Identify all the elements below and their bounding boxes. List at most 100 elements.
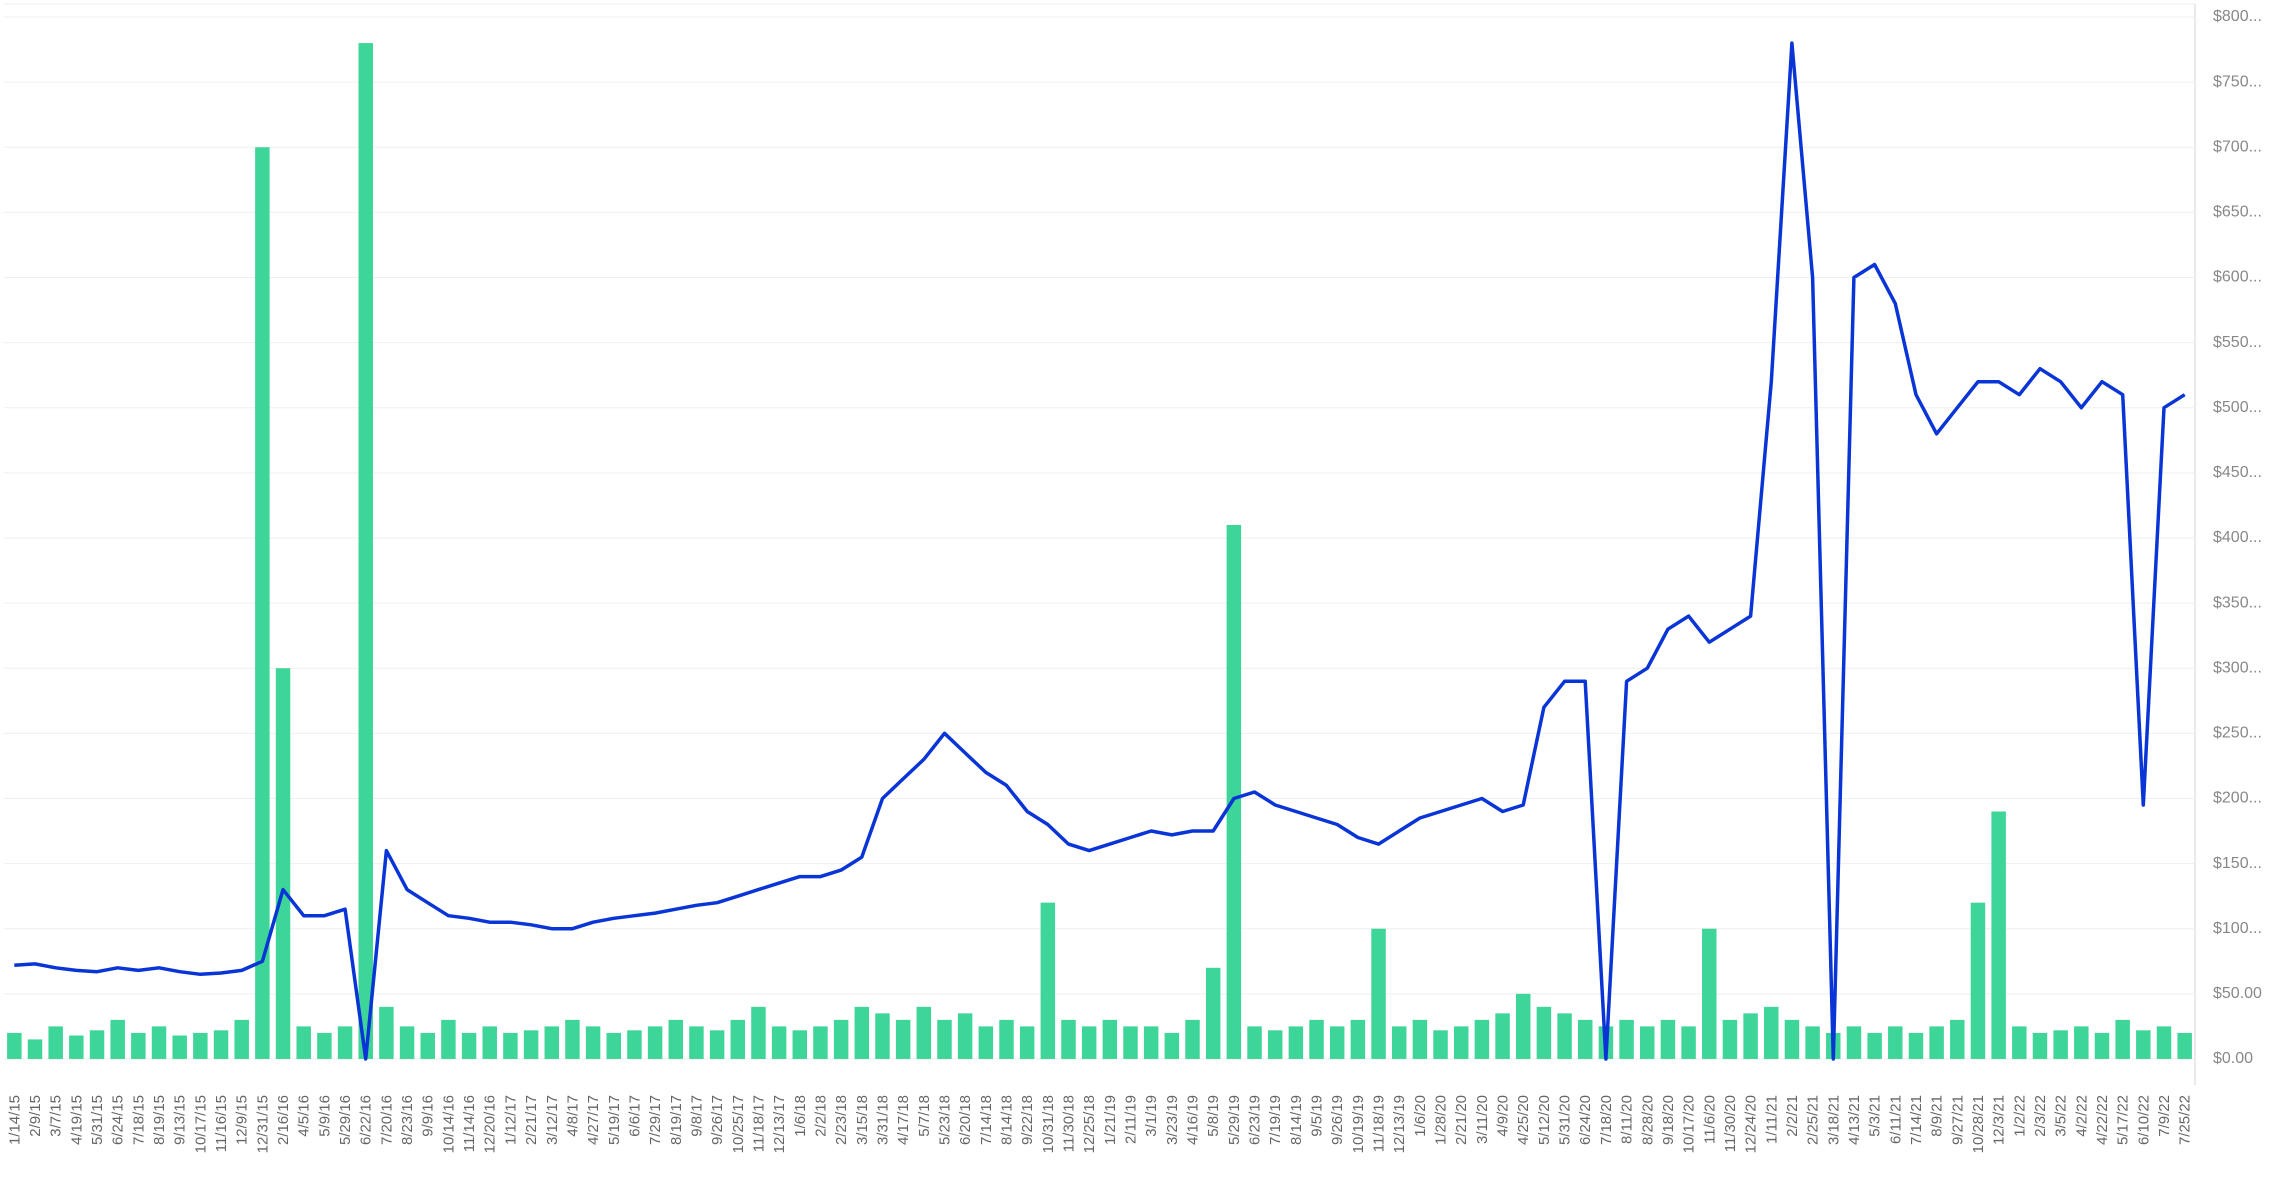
volume-bar	[1061, 1019, 1076, 1059]
volume-bar	[916, 1006, 932, 1059]
volume-bar	[647, 1026, 663, 1059]
x-tick-label: 4/16/19	[1185, 1095, 1202, 1145]
volume-bar	[1846, 1026, 1862, 1059]
x-tick-label: 12/3/21	[1991, 1095, 2008, 1145]
volume-bar	[1247, 1026, 1262, 1059]
x-tick-label: 3/1/19	[1143, 1095, 1160, 1137]
y-tick-label: $400...	[2213, 529, 2262, 546]
volume-bar	[751, 1006, 766, 1059]
volume-bar	[151, 1026, 167, 1059]
y-tick-label: $150...	[2213, 855, 2262, 872]
x-tick-label: 11/16/15	[213, 1095, 230, 1152]
x-tick-label: 10/28/21	[1970, 1095, 1987, 1153]
y-tick-label: $0.00	[2213, 1050, 2253, 1067]
x-tick-label: 1/11/21	[1763, 1095, 1780, 1144]
volume-bar	[1743, 1013, 1758, 1059]
volume-bar	[1143, 1026, 1159, 1059]
x-tick-label: 2/9/15	[27, 1095, 44, 1137]
volume-bar	[833, 1019, 849, 1059]
x-tick-label: 9/26/19	[1329, 1095, 1346, 1145]
volume-bar	[275, 668, 291, 1059]
volume-bar	[1722, 1019, 1738, 1059]
volume-bar	[1495, 1013, 1510, 1059]
x-tick-label: 9/9/16	[420, 1095, 437, 1137]
volume-bar	[689, 1026, 704, 1059]
x-tick-label: 8/28/20	[1639, 1095, 1656, 1145]
volume-bar	[1536, 1006, 1552, 1059]
volume-bar	[1412, 1019, 1428, 1059]
volume-bar	[2136, 1030, 2151, 1059]
volume-bar	[2012, 1026, 2027, 1059]
volume-bar	[131, 1032, 146, 1059]
x-tick-label: 5/29/19	[1226, 1095, 1243, 1145]
y-tick-label: $700...	[2213, 138, 2262, 155]
volume-bar	[895, 1019, 911, 1059]
x-tick-label: 2/3/22	[2032, 1095, 2049, 1137]
volume-bar	[461, 1032, 477, 1059]
x-tick-label: 5/19/17	[606, 1095, 623, 1145]
y-tick-label: $550...	[2213, 334, 2262, 351]
x-tick-label: 11/14/16	[461, 1095, 478, 1152]
x-tick-label: 4/9/20	[1495, 1095, 1512, 1137]
volume-bar	[89, 1030, 105, 1059]
x-tick-label: 11/30/18	[1060, 1095, 1077, 1152]
volume-bar	[1557, 1013, 1572, 1059]
x-tick-label: 7/25/22	[2177, 1095, 2194, 1145]
volume-bar	[1702, 928, 1717, 1059]
x-tick-label: 11/18/19	[1371, 1095, 1388, 1152]
x-tick-label: 11/18/17	[750, 1095, 767, 1152]
y-tick-label: $200...	[2213, 790, 2262, 807]
volume-bar	[2115, 1019, 2130, 1059]
volume-bar	[1515, 993, 1531, 1059]
x-tick-label: 7/18/20	[1598, 1095, 1615, 1145]
volume-bar	[1764, 1006, 1779, 1059]
x-tick-label: 5/23/18	[936, 1095, 953, 1145]
volume-bar	[1660, 1019, 1676, 1059]
volume-bar	[110, 1019, 125, 1059]
volume-bar	[585, 1026, 601, 1059]
x-tick-label: 7/14/21	[1908, 1095, 1925, 1145]
x-tick-label: 4/27/17	[585, 1095, 602, 1145]
x-tick-label: 2/21/17	[523, 1095, 540, 1145]
volume-bar	[709, 1030, 725, 1059]
volume-bar	[358, 43, 373, 1059]
x-tick-label: 10/17/15	[192, 1095, 209, 1153]
volume-bar	[523, 1030, 539, 1059]
x-tick-label: 7/19/19	[1267, 1095, 1284, 1145]
volume-bar	[1888, 1026, 1903, 1059]
volume-bar	[503, 1032, 518, 1059]
volume-bar	[813, 1026, 828, 1059]
volume-bar	[730, 1019, 746, 1059]
x-tick-label: 5/17/22	[2115, 1095, 2132, 1145]
y-tick-label: $100...	[2213, 920, 2262, 937]
x-tick-label: 12/24/20	[1743, 1095, 1760, 1153]
volume-bar	[420, 1032, 435, 1059]
volume-bar	[482, 1026, 497, 1059]
x-tick-label: 12/9/15	[234, 1095, 251, 1145]
volume-bar	[544, 1026, 559, 1059]
volume-bar	[1474, 1019, 1490, 1059]
volume-bar	[1019, 1026, 1035, 1059]
x-tick-label: 9/22/18	[1019, 1095, 1036, 1145]
x-tick-label: 2/21/20	[1453, 1095, 1470, 1145]
volume-bar	[317, 1032, 332, 1059]
volume-bar	[937, 1019, 952, 1059]
volume-bar	[1640, 1026, 1655, 1059]
volume-bar	[1391, 1026, 1407, 1059]
volume-bar	[1433, 1030, 1448, 1059]
x-tick-label: 5/31/15	[89, 1095, 106, 1145]
x-tick-label: 1/14/15	[6, 1095, 23, 1145]
x-tick-label: 10/25/17	[730, 1095, 747, 1153]
x-tick-label: 1/6/18	[792, 1095, 809, 1137]
volume-bar	[1081, 1026, 1097, 1059]
x-tick-label: 8/11/20	[1619, 1095, 1636, 1144]
x-tick-label: 5/3/21	[1867, 1095, 1884, 1137]
volume-bar	[1350, 1019, 1366, 1059]
volume-bar	[172, 1035, 187, 1059]
x-tick-label: 1/12/17	[502, 1095, 519, 1145]
volume-bar	[69, 1035, 84, 1059]
volume-bar	[2032, 1032, 2048, 1059]
x-tick-label: 3/12/17	[544, 1095, 561, 1145]
